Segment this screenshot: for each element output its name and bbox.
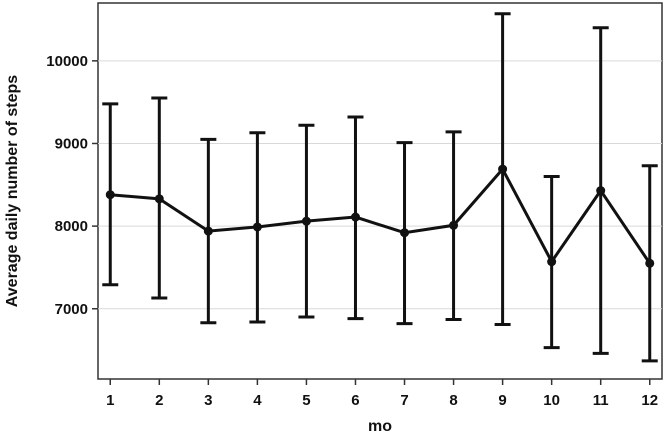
y-tick-label: 7000 (55, 301, 88, 318)
y-tick-label: 9000 (55, 135, 88, 152)
data-point (154, 194, 164, 204)
x-tick-label: 6 (351, 392, 359, 409)
x-tick-label: 11 (593, 392, 609, 409)
x-tick-label: 5 (302, 392, 310, 409)
plot-area (97, 2, 663, 380)
x-tick-label: 10 (543, 392, 560, 409)
x-axis-label: mo (368, 418, 392, 435)
x-tick-label: 12 (641, 392, 658, 409)
data-point (350, 212, 360, 222)
data-point (596, 186, 606, 196)
x-tick-label: 2 (155, 392, 163, 409)
data-point (547, 257, 557, 267)
x-tick-label: 8 (449, 392, 457, 409)
y-axis-label: Average daily number of steps (4, 75, 21, 307)
y-tick-label: 10000 (46, 53, 88, 70)
y-tick-label: 8000 (55, 218, 88, 235)
x-tick-label: 4 (253, 392, 262, 409)
data-points (105, 164, 655, 268)
data-point (252, 222, 262, 232)
data-point (645, 258, 655, 268)
x-tick-label: 9 (498, 392, 506, 409)
x-tick-label: 3 (204, 392, 212, 409)
x-axis: 1 2 3 4 5 6 7 8 9 10 11 12 (106, 379, 658, 409)
gridlines (98, 60, 662, 310)
data-point (203, 226, 213, 236)
data-point (301, 216, 311, 226)
data-point (498, 164, 508, 174)
data-point (400, 228, 410, 238)
data-point (449, 220, 459, 230)
x-tick-label: 7 (400, 392, 408, 409)
y-axis: 7000 8000 9000 10000 (46, 53, 98, 318)
x-tick-label: 1 (106, 392, 114, 409)
series-line (110, 166, 651, 265)
data-point (105, 190, 115, 200)
